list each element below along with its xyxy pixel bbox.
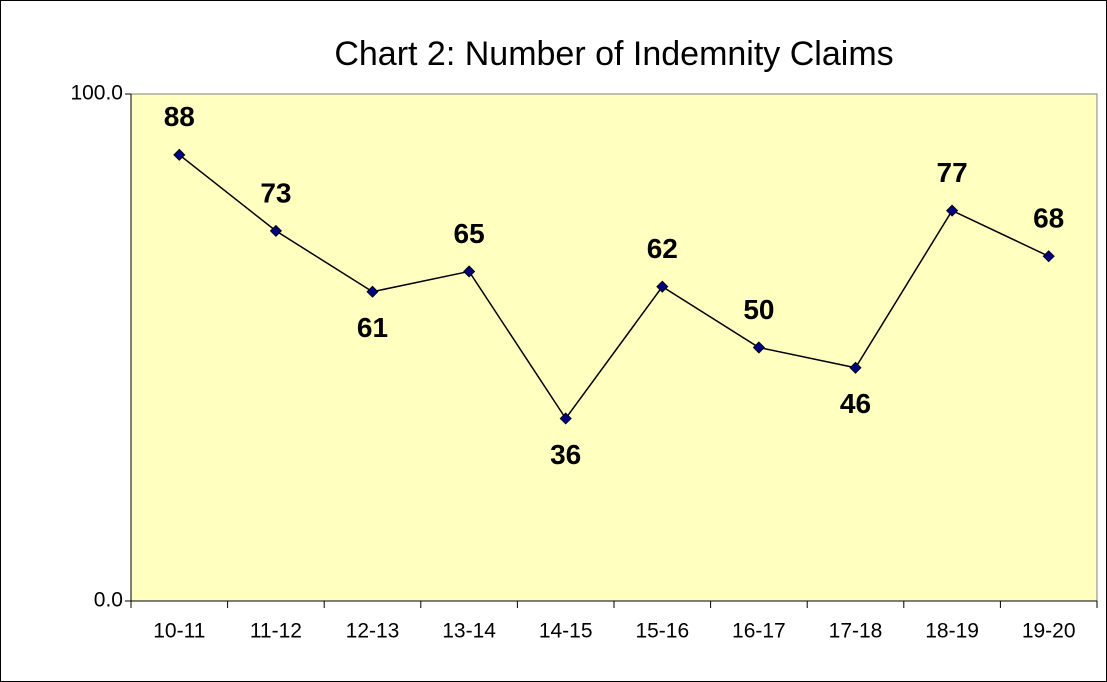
data-label: 61 (357, 312, 388, 343)
x-tick-label: 12-13 (346, 620, 400, 643)
data-label: 68 (1033, 203, 1064, 234)
x-tick-label: 15-16 (635, 620, 689, 643)
plot-area (130, 93, 1098, 602)
marker (463, 265, 476, 278)
x-tick-label: 19-20 (1022, 620, 1076, 643)
data-label: 77 (937, 157, 968, 188)
marker (946, 204, 959, 217)
x-tick-label: 18-19 (925, 620, 979, 643)
data-label: 73 (260, 177, 291, 208)
x-tick-label: 17-18 (829, 620, 883, 643)
marker (752, 341, 765, 354)
marker (269, 224, 282, 237)
y-tick-label: 100.0 (70, 82, 123, 105)
data-label: 36 (550, 439, 581, 470)
marker (559, 412, 572, 425)
marker (656, 280, 669, 293)
y-tick-label: 0.0 (94, 589, 123, 612)
marker (849, 361, 862, 374)
line-series (178, 154, 1050, 420)
chart-title: Chart 2: Number of Indemnity Claims (334, 35, 893, 73)
data-label: 50 (743, 294, 774, 325)
x-tick-label: 10-11 (153, 620, 205, 643)
data-label: 88 (164, 101, 195, 132)
x-tick-label: 14-15 (539, 620, 593, 643)
x-tick-label: 13-14 (442, 620, 496, 643)
marker (173, 148, 186, 161)
data-label: 65 (454, 218, 485, 249)
data-label: 46 (840, 388, 871, 419)
x-tick-label: 11-12 (250, 620, 302, 643)
x-tick-label: 16-17 (732, 620, 786, 643)
data-label: 62 (647, 233, 678, 264)
marker (366, 285, 379, 298)
marker (1042, 250, 1055, 263)
